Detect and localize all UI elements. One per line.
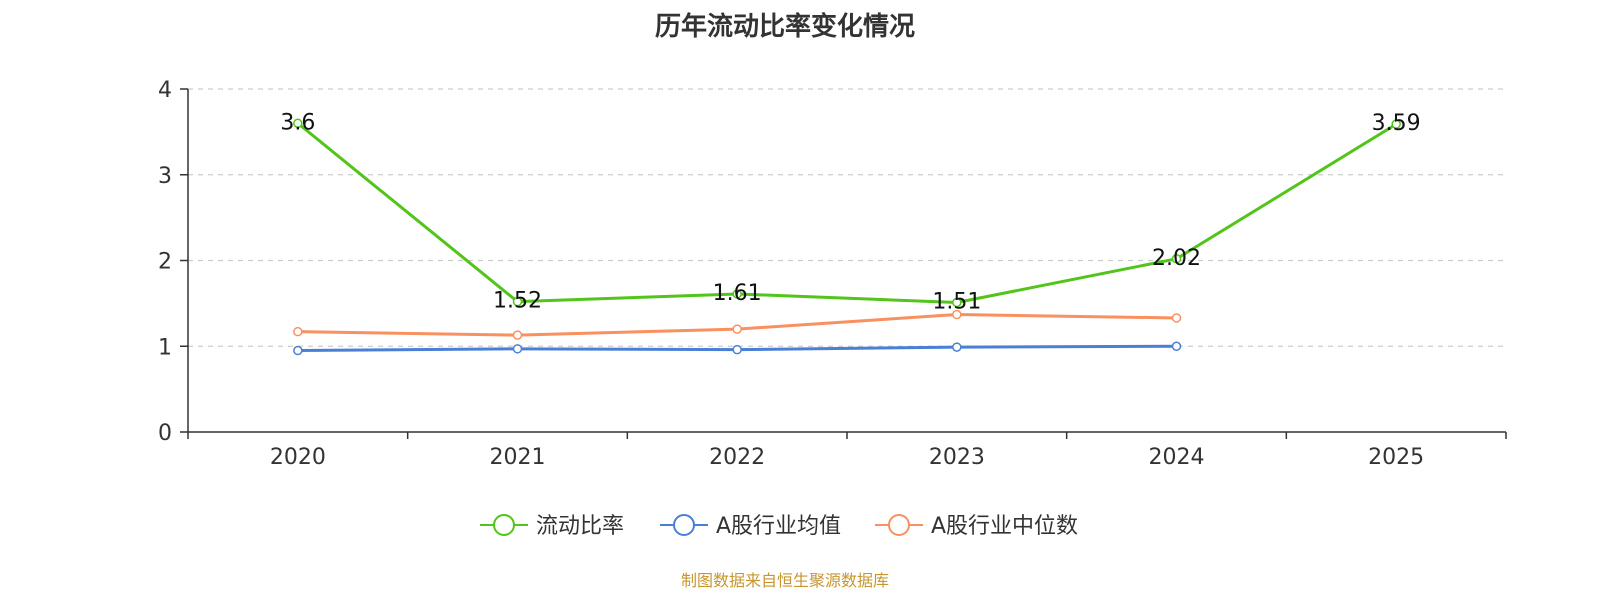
data-point xyxy=(732,324,742,334)
series-lines xyxy=(293,118,1401,356)
legend-item-2[interactable]: A股行业中位数 xyxy=(875,514,1078,539)
legend-marker xyxy=(888,514,910,536)
x-tick-label: 2024 xyxy=(1149,445,1205,470)
x-tick-label: 2020 xyxy=(270,445,326,470)
legend[interactable]: 流动比率 A股行业均值 A股行业中位数 xyxy=(480,514,1078,539)
data-labels: 3.6 1.52 1.61 1.51 2.02 3.59 xyxy=(280,110,1420,314)
y-tick-label: 1 xyxy=(158,335,172,360)
data-point xyxy=(293,345,303,356)
legend-item-1[interactable]: A股行业均值 xyxy=(660,514,841,539)
data-point xyxy=(732,344,742,355)
x-tick-label: 2022 xyxy=(709,445,765,470)
data-point xyxy=(1391,119,1401,129)
x-tick-label: 2023 xyxy=(929,445,985,470)
legend-item-0[interactable]: 流动比率 xyxy=(480,514,624,539)
data-point xyxy=(732,289,742,299)
data-label: 3.6 xyxy=(280,110,315,135)
data-label: 2.02 xyxy=(1152,246,1201,271)
x-tick-label: 2021 xyxy=(490,445,546,470)
axes: 0 1 2 3 4 2020 2021 2022 2023 2024 2025 xyxy=(158,78,1507,470)
data-point xyxy=(952,309,962,320)
legend-label: 流动比率 xyxy=(536,514,624,539)
data-point xyxy=(293,326,303,337)
legend-label: A股行业中位数 xyxy=(931,514,1078,539)
data-label: 1.61 xyxy=(713,281,762,306)
x-tick-label: 2025 xyxy=(1368,445,1424,470)
data-point xyxy=(1171,313,1182,323)
data-point xyxy=(952,342,962,352)
y-tick-label: 3 xyxy=(158,164,172,189)
data-point xyxy=(293,118,303,129)
data-point xyxy=(512,330,523,340)
series-line-0 xyxy=(296,122,1397,305)
data-point xyxy=(512,344,523,354)
y-tick-label: 0 xyxy=(158,421,172,446)
y-tick-label: 2 xyxy=(158,250,172,275)
legend-marker xyxy=(673,514,695,536)
data-label: 1.51 xyxy=(932,290,981,315)
data-label: 1.52 xyxy=(493,289,542,314)
y-tick-label: 4 xyxy=(158,78,172,103)
data-label: 3.59 xyxy=(1372,111,1421,136)
grid-lines xyxy=(188,88,1506,347)
data-point xyxy=(1171,341,1182,351)
data-point xyxy=(952,297,962,308)
legend-marker xyxy=(493,514,515,536)
chart-title: 历年流动比率变化情况 xyxy=(654,12,915,42)
data-point xyxy=(512,296,523,307)
data-point xyxy=(1171,254,1182,264)
source-note: 制图数据来自恒生聚源数据库 xyxy=(680,571,889,590)
legend-label: A股行业均值 xyxy=(716,514,841,539)
